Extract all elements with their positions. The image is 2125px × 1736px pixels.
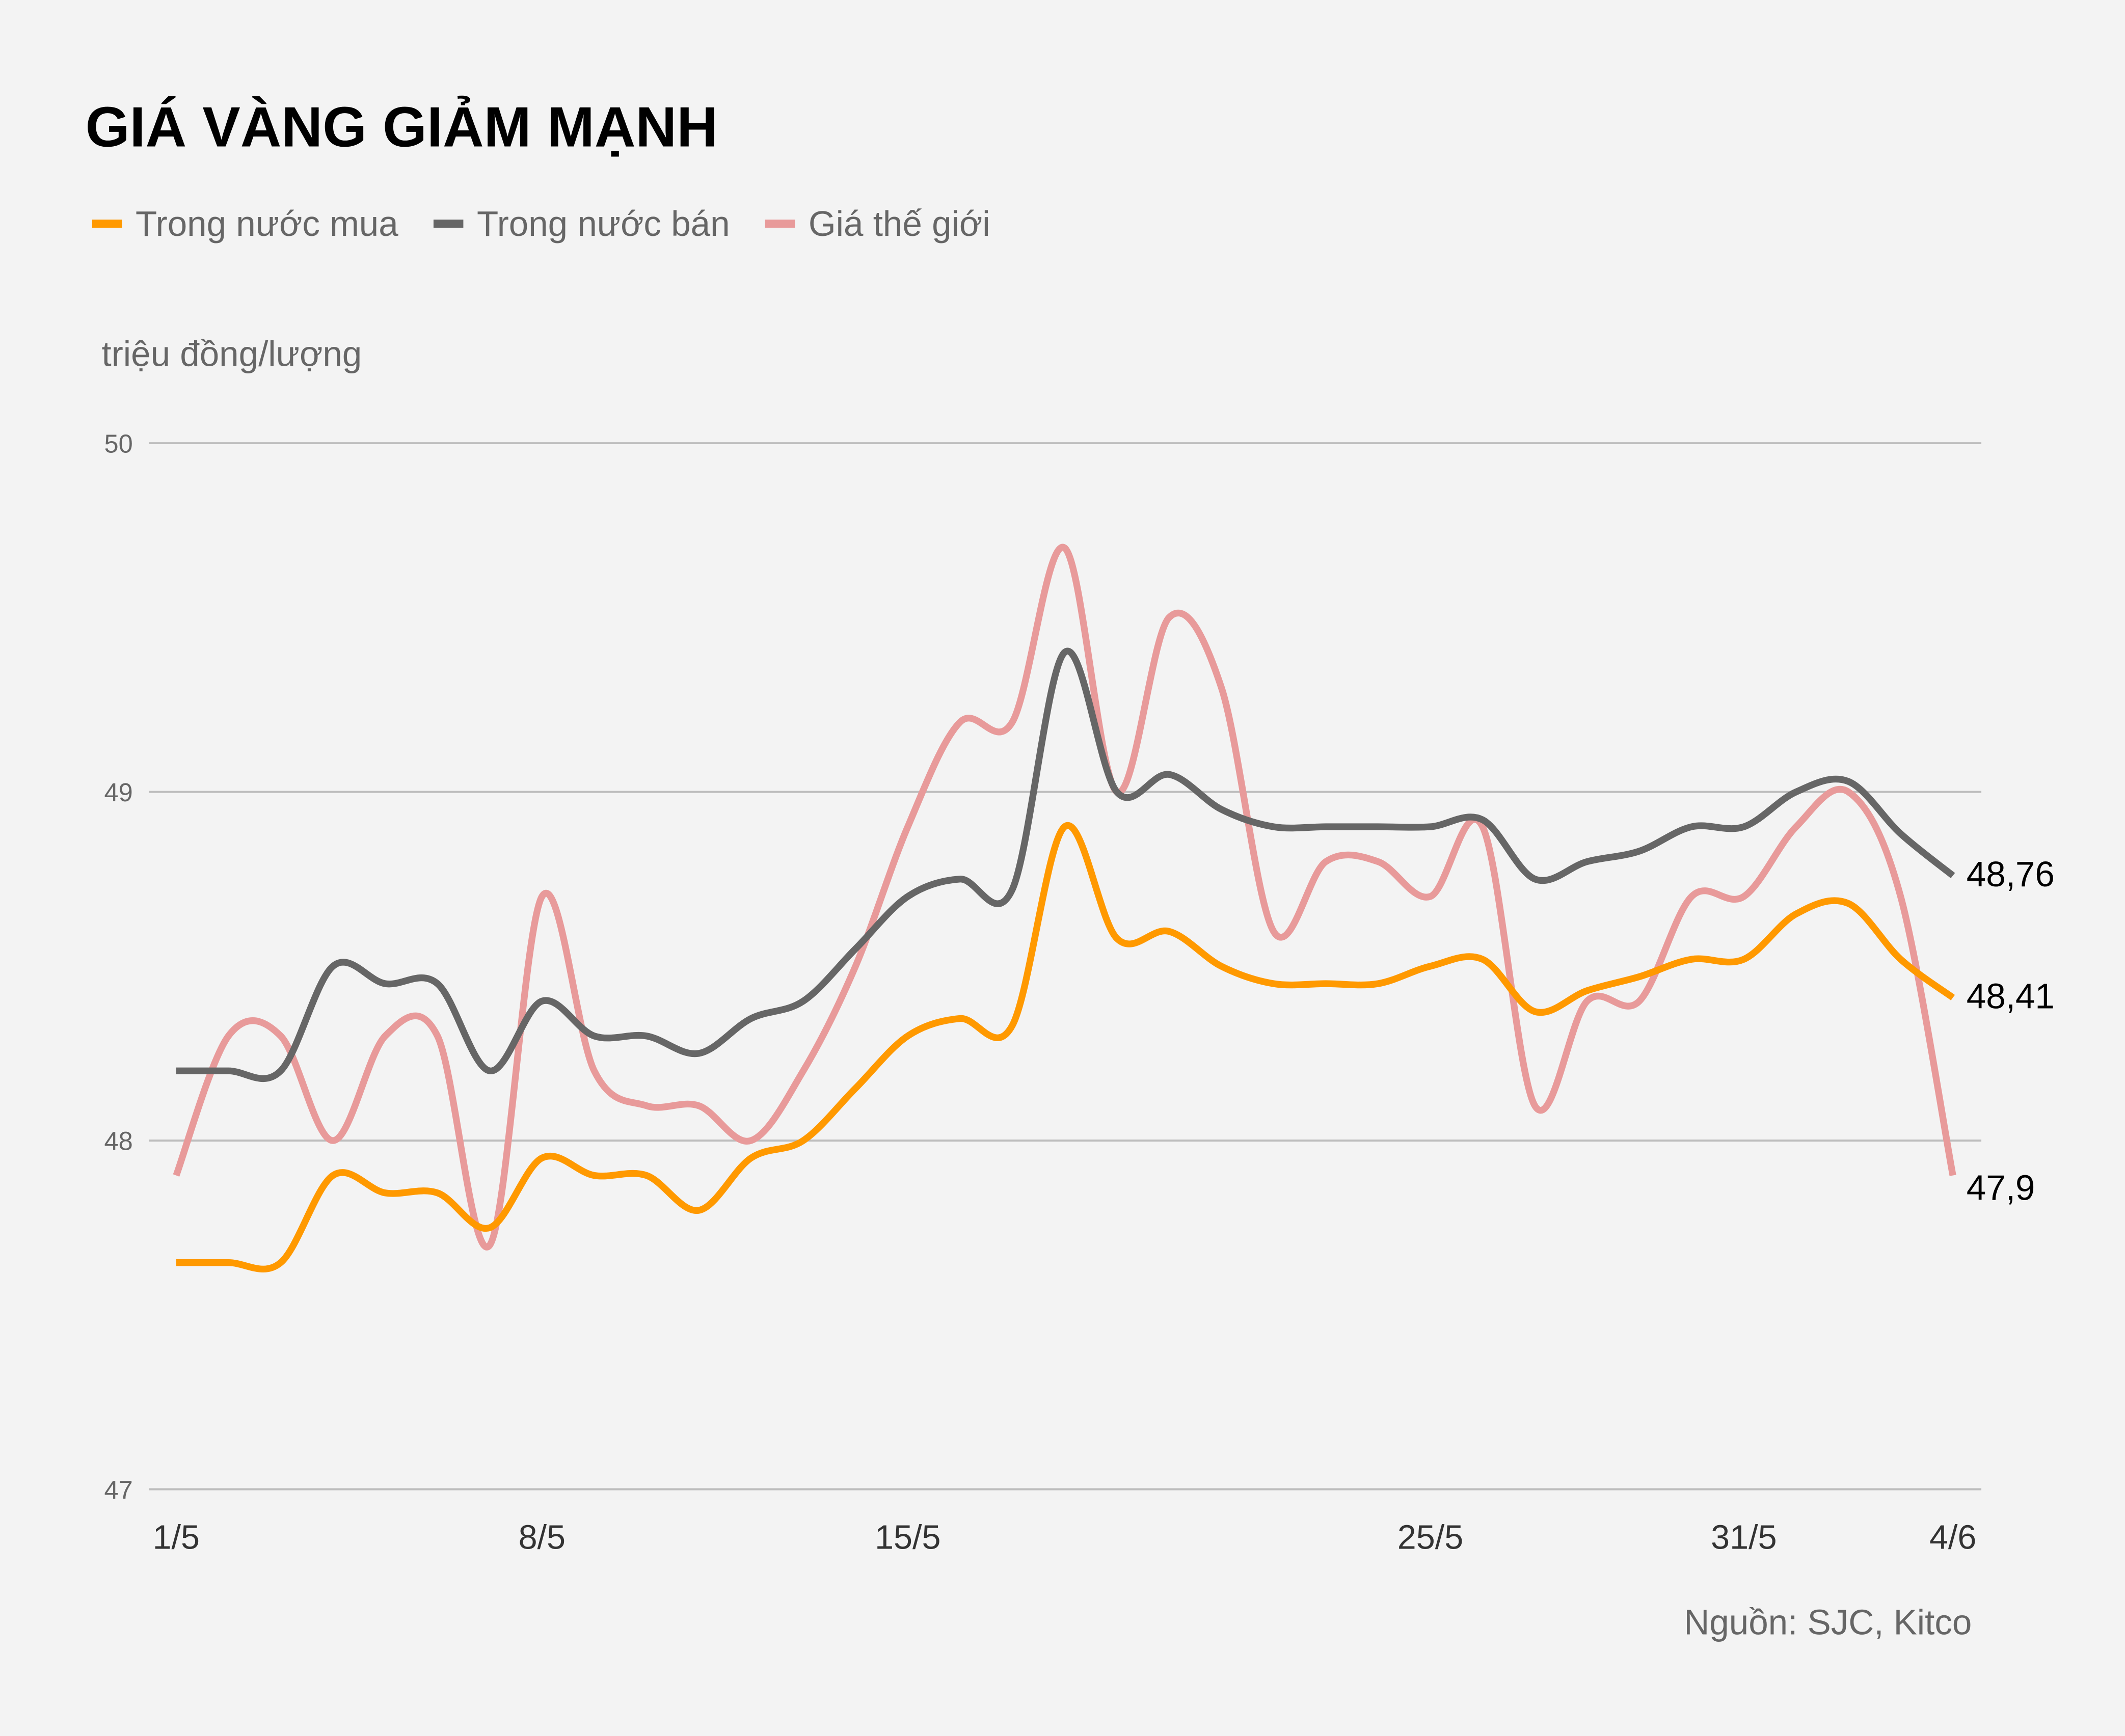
series-lines	[173, 544, 1956, 1273]
series-line	[176, 822, 1955, 1273]
y-tick-label: 47	[104, 1475, 132, 1504]
x-tick-label: 31/5	[1711, 1519, 1777, 1557]
end-value-label: 48,76	[1967, 854, 2055, 894]
x-tick-label: 8/5	[519, 1519, 566, 1557]
legend: Trong nước mua Trong nước bán Giá thế giới	[92, 204, 990, 243]
x-tick-label: 1/5	[153, 1519, 200, 1557]
source-note: Nguồn: SJC, Kitco	[1684, 1602, 1972, 1642]
legend-label: Giá thế giới	[809, 204, 990, 243]
legend-label: Trong nước bán	[477, 204, 730, 243]
series-line	[173, 544, 1956, 1251]
x-tick-label: 15/5	[875, 1519, 940, 1557]
chart-title: GIÁ VÀNG GIẢM MẠNH	[86, 95, 718, 159]
y-tick-label: 49	[104, 778, 132, 807]
series-line	[176, 647, 1955, 1082]
y-tick-label: 50	[104, 429, 132, 458]
gridlines	[149, 442, 1982, 1490]
y-tick-label: 48	[104, 1127, 132, 1156]
x-ticks: 1/5 8/5 15/5 25/5 31/5 4/6	[153, 1519, 1977, 1557]
x-tick-label: 4/6	[1929, 1519, 1976, 1557]
end-value-label: 48,41	[1967, 976, 2055, 1016]
end-value-label: 47,9	[1967, 1168, 2035, 1207]
legend-label: Trong nước mua	[136, 204, 398, 243]
y-ticks: 47 48 49 50	[104, 429, 132, 1505]
x-tick-label: 25/5	[1397, 1519, 1463, 1557]
end-labels: 47,9 48,76 48,41	[1967, 854, 2055, 1207]
y-axis-label: triệu đồng/lượng	[102, 334, 362, 373]
